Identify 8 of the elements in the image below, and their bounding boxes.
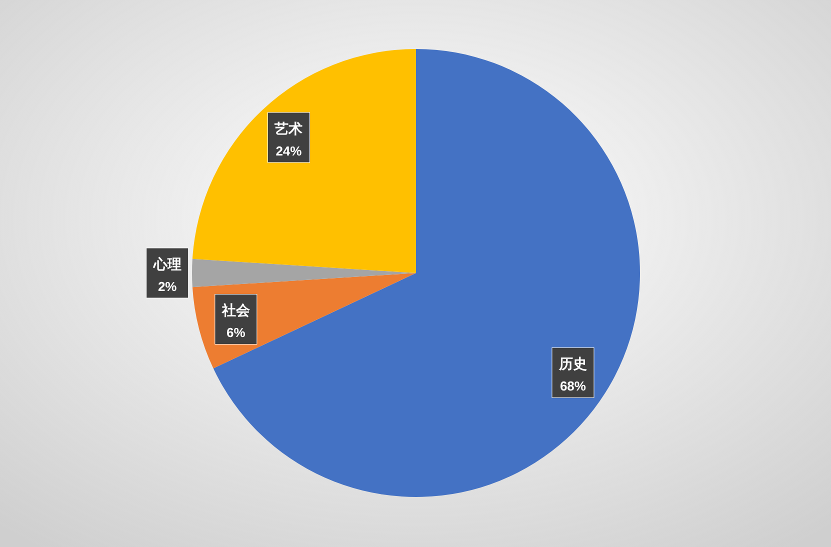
slice-label: 艺术 [274, 121, 303, 138]
data-label: 6% [226, 325, 246, 340]
data-label: 24% [276, 143, 302, 158]
slice-label: 历史 [558, 356, 587, 373]
slice-label: 社会 [220, 303, 251, 320]
data-label: 2% [158, 279, 178, 294]
data-label: 68% [560, 378, 586, 394]
slice-label: 心理 [152, 256, 182, 273]
